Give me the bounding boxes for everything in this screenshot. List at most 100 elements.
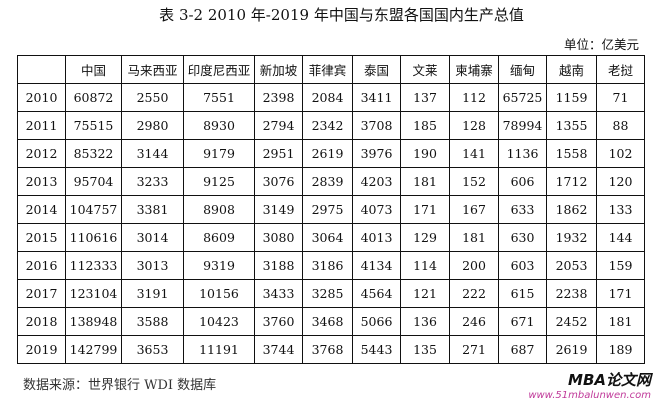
value-cell: 144 (596, 223, 645, 252)
unit-label: 单位：亿美元 (563, 37, 639, 52)
year-cell: 2017 (17, 279, 66, 308)
value-cell: 7551 (183, 83, 255, 112)
watermark-line1: MBA论文网 (568, 371, 651, 389)
value-cell: 114 (400, 251, 450, 280)
value-cell: 3653 (121, 335, 184, 364)
gdp-table: 中国 马来西亚 印度尼西亚 新加坡 菲律宾 泰国 文莱 柬埔寨 缅甸 越南 老挝 2010 60872… (17, 55, 645, 364)
value-cell: 2839 (302, 167, 353, 196)
value-cell: 4013 (352, 223, 401, 252)
value-cell: 1712 (546, 167, 597, 196)
value-cell: 181 (596, 307, 645, 336)
value-cell: 3708 (352, 111, 401, 140)
value-cell: 88 (596, 111, 645, 140)
value-cell: 222 (449, 279, 499, 308)
value-cell: 3744 (254, 335, 303, 364)
value-cell: 71 (596, 83, 645, 112)
value-cell: 104757 (65, 195, 122, 224)
year-cell: 2010 (17, 83, 66, 112)
value-cell: 75515 (65, 111, 122, 140)
value-cell: 3191 (121, 279, 184, 308)
value-cell: 9179 (183, 139, 255, 168)
value-cell: 3768 (302, 335, 353, 364)
watermark-line2: www.51mbalunwen.com (528, 390, 651, 401)
header-row: 中国 马来西亚 印度尼西亚 新加坡 菲律宾 泰国 文莱 柬埔寨 缅甸 越南 老挝 (17, 55, 645, 84)
year-cell: 2018 (17, 307, 66, 336)
value-cell: 137 (400, 83, 450, 112)
value-cell: 5443 (352, 335, 401, 364)
column-header: 中国 (65, 55, 122, 84)
value-cell: 671 (498, 307, 547, 336)
value-cell: 171 (596, 279, 645, 308)
value-cell: 2951 (254, 139, 303, 168)
value-cell: 687 (498, 335, 547, 364)
value-cell: 3144 (121, 139, 184, 168)
value-cell: 136 (400, 307, 450, 336)
value-cell: 4134 (352, 251, 401, 280)
year-cell: 2014 (17, 195, 66, 224)
value-cell: 1932 (546, 223, 597, 252)
column-header (17, 55, 66, 84)
value-cell: 129 (400, 223, 450, 252)
value-cell: 85322 (65, 139, 122, 168)
value-cell: 3013 (121, 251, 184, 280)
value-cell: 78994 (498, 111, 547, 140)
value-cell: 1136 (498, 139, 547, 168)
column-header: 缅甸 (498, 55, 547, 84)
value-cell: 141 (449, 139, 499, 168)
value-cell: 2342 (302, 111, 353, 140)
value-cell: 2084 (302, 83, 353, 112)
value-cell: 3433 (254, 279, 303, 308)
value-cell: 185 (400, 111, 450, 140)
year-cell: 2013 (17, 167, 66, 196)
value-cell: 1159 (546, 83, 597, 112)
value-cell: 4203 (352, 167, 401, 196)
value-cell: 3588 (121, 307, 184, 336)
value-cell: 10156 (183, 279, 255, 308)
value-cell: 606 (498, 167, 547, 196)
value-cell: 2794 (254, 111, 303, 140)
value-cell: 142799 (65, 335, 122, 364)
value-cell: 3760 (254, 307, 303, 336)
table-title: 表 3-2 2010 年-2019 年中国与东盟各国国内生产总值 (159, 6, 524, 24)
value-cell: 2238 (546, 279, 597, 308)
value-cell: 3149 (254, 195, 303, 224)
value-cell: 2398 (254, 83, 303, 112)
value-cell: 2053 (546, 251, 597, 280)
value-cell: 3468 (302, 307, 353, 336)
source-note: 数据来源：世界银行 WDI 数据库 (23, 378, 217, 393)
value-cell: 9319 (183, 251, 255, 280)
value-cell: 200 (449, 251, 499, 280)
value-cell: 246 (449, 307, 499, 336)
value-cell: 3080 (254, 223, 303, 252)
value-cell: 3381 (121, 195, 184, 224)
value-cell: 167 (449, 195, 499, 224)
value-cell: 3411 (352, 83, 401, 112)
value-cell: 120 (596, 167, 645, 196)
value-cell: 3014 (121, 223, 184, 252)
value-cell: 95704 (65, 167, 122, 196)
value-cell: 3976 (352, 139, 401, 168)
value-cell: 152 (449, 167, 499, 196)
value-cell: 3233 (121, 167, 184, 196)
value-cell: 630 (498, 223, 547, 252)
value-cell: 4073 (352, 195, 401, 224)
table-row: 2010 60872 2550 7551 2398 2084 3411 137 112 65725… (17, 83, 645, 112)
table-row: 2016 112333 3013 9319 3188 3186 4134 114 200 603 2… (17, 251, 645, 280)
column-header: 印度尼西亚 (183, 55, 255, 84)
value-cell: 603 (498, 251, 547, 280)
column-header: 老挝 (596, 55, 645, 84)
value-cell: 11191 (183, 335, 255, 364)
value-cell: 60872 (65, 83, 122, 112)
column-header: 马来西亚 (121, 55, 184, 84)
value-cell: 1355 (546, 111, 597, 140)
value-cell: 159 (596, 251, 645, 280)
year-cell: 2012 (17, 139, 66, 168)
value-cell: 2452 (546, 307, 597, 336)
value-cell: 2980 (121, 111, 184, 140)
value-cell: 615 (498, 279, 547, 308)
table-row: 2017 123104 3191 10156 3433 3285 4564 121 222 615… (17, 279, 645, 308)
value-cell: 1558 (546, 139, 597, 168)
year-cell: 2011 (17, 111, 66, 140)
value-cell: 3188 (254, 251, 303, 280)
value-cell: 3064 (302, 223, 353, 252)
